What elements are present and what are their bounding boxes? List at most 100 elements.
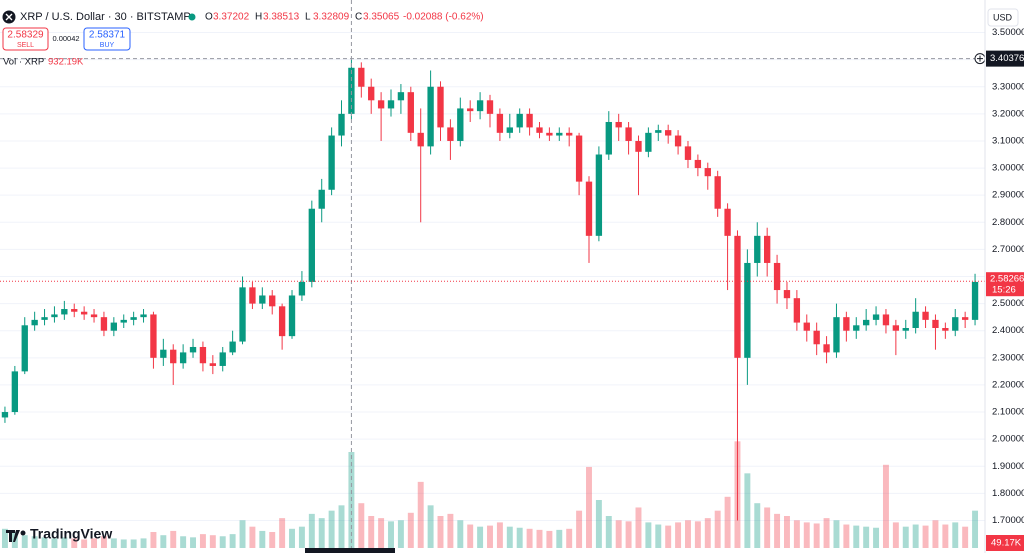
candle-body [625,127,632,141]
volume-bar [962,526,969,548]
sell-price: 2.58329 [7,30,44,41]
candle-body [476,100,484,112]
volume-bar [952,522,959,548]
volume-bar [477,526,484,548]
volume-bar [150,532,157,548]
scrollbar[interactable] [305,548,395,553]
volume-bar [388,521,394,548]
candle-body [605,121,612,155]
y-tick-label: 2.30000 [992,352,1024,363]
volume-bar [873,527,880,548]
volume-bar [1,528,8,548]
overlay [0,0,986,553]
candle-body [457,108,464,141]
volume-bar [190,537,196,548]
candle-body [853,325,860,331]
candle-body [41,317,48,320]
candle-body [546,132,553,136]
candle-body [160,349,167,358]
crosshair-price-tag [986,50,1024,67]
candle-body [892,325,900,331]
price-axis-labels: 1.70000 1.80000 1.90000 2.00000 2.10000 2.200… [986,27,1024,551]
candle-body [427,86,434,147]
volume-bar [120,539,127,548]
ohlc-value: 3.35065 [363,12,400,23]
volume-bar [110,538,117,548]
candle-body [308,208,315,282]
candle-body [486,100,494,114]
y-tick-label: 3.30000 [992,81,1024,92]
volume-bar [942,524,949,548]
countdown: 15:26 [992,285,1016,296]
y-tick-label: 2.80000 [992,217,1024,228]
crosshair-price-label: 3.40376 [990,53,1024,64]
candle-body [684,146,692,160]
volume-bar [882,464,889,548]
spread: 0.00042 [52,34,79,43]
market-status[interactable] [188,13,196,21]
candle-body [278,306,286,337]
buy-label: BUY [100,42,115,49]
candle-body [51,314,58,318]
volume-bar [774,513,781,548]
candle-body [130,317,137,320]
candle-body [71,309,78,312]
volume-bar [605,516,612,548]
candle-body [882,314,890,326]
volume-bar [665,525,672,548]
buy-button[interactable] [83,27,131,51]
buy-price: 2.58371 [89,30,126,41]
candle-body [328,135,335,190]
y-tick-label: 2.90000 [992,190,1024,201]
candle-body [239,287,246,342]
candle-body [407,92,414,133]
brand: TradingView [30,526,112,542]
candle-body [417,132,424,147]
candle-body [229,341,236,353]
candle-body [704,168,711,177]
candle-body [496,113,504,133]
last-price-label: 2.58266 [990,274,1024,285]
last-price-tag [986,272,1024,297]
volume-bar [546,530,553,548]
sell-button[interactable] [2,27,49,51]
y-tick-label: 2.40000 [992,325,1024,336]
candle-body [536,127,543,133]
volume-bar [71,538,78,548]
candle-body [397,92,405,101]
last-volume-label: 49.17K [991,538,1022,549]
candle-body [754,235,761,263]
y-tick-label: 3.50000 [992,27,1024,38]
y-tick-label: 3.00000 [992,163,1024,174]
candle-body [179,352,187,364]
volume-bar [91,538,98,548]
volume-bar [487,525,493,548]
volume-bar [833,520,840,548]
currency-button[interactable] [987,8,1019,27]
candle-body [259,295,266,304]
candle-body [516,113,523,128]
volume-bar [328,510,335,548]
candle-body [170,349,177,364]
volume-bar [576,510,583,548]
candle-body [90,314,98,318]
candle-body [11,371,19,413]
volume-bar [130,539,137,548]
volume-bar [516,527,523,548]
volume-bar [457,520,464,548]
candle-body [150,314,157,358]
volume-bar [209,535,216,548]
candle-body [902,328,909,331]
volume-bar [447,513,454,548]
candle-body [734,235,741,358]
volume-bar [526,528,533,548]
volume-bar [427,505,434,548]
volume-bar [496,522,503,548]
volume-bar [556,529,563,548]
candle-body [437,86,444,128]
candle-body [575,135,583,182]
volume-bar [892,522,899,548]
volume-bar [51,538,58,548]
volume-bar [298,526,305,548]
y-tick-label: 2.70000 [992,244,1024,255]
